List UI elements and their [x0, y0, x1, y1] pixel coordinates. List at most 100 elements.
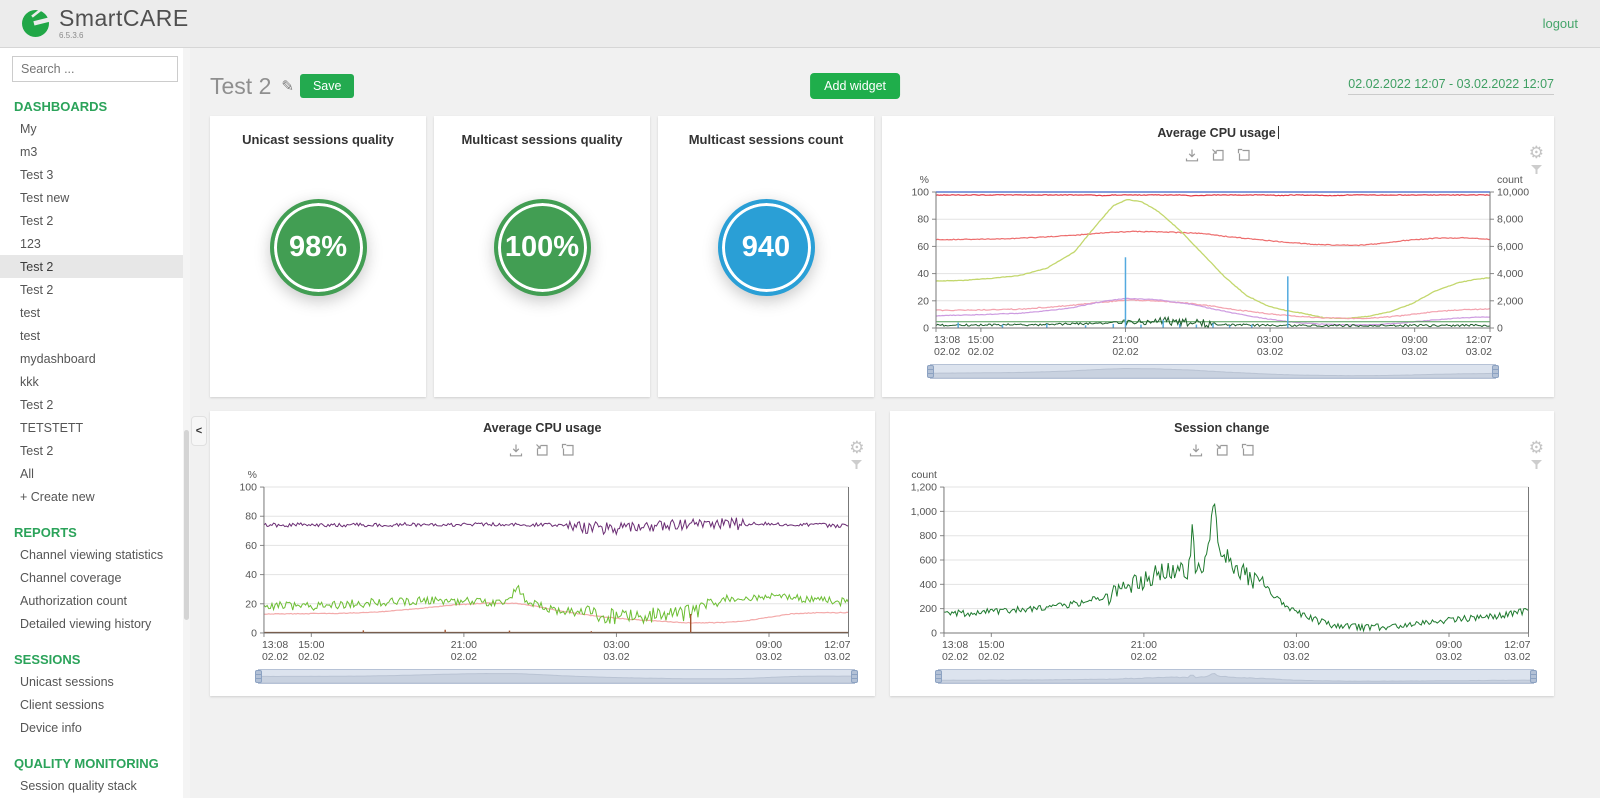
- filter-icon[interactable]: [1530, 165, 1542, 175]
- sidebar-item[interactable]: Session quality stack: [20, 778, 137, 793]
- sidebar-item[interactable]: Test 2: [20, 282, 54, 297]
- zoom-selection-icon[interactable]: [1211, 148, 1225, 164]
- edit-pencil-icon[interactable]: ✎: [281, 78, 294, 95]
- kpi-title: Unicast sessions quality: [242, 132, 394, 147]
- slider-handle-left[interactable]: [927, 365, 934, 378]
- save-button[interactable]: Save: [299, 74, 355, 98]
- sidebar-item[interactable]: Client sessions: [20, 697, 105, 712]
- chart-toolbar: [900, 443, 1545, 459]
- zoom-selection-icon[interactable]: [1215, 443, 1229, 459]
- svg-text:4,000: 4,000: [1497, 268, 1523, 280]
- svg-text:100: 100: [239, 483, 257, 494]
- svg-text:count: count: [911, 470, 937, 481]
- chart-title: Session change: [1174, 421, 1270, 435]
- chart-range-slider[interactable]: [934, 669, 1537, 684]
- kpi-value-circle: 100%: [493, 199, 591, 296]
- sidebar: DASHBOARDS My m3 Test 3 Test new Test 2 123 Tes…: [0, 48, 190, 798]
- svg-text:60: 60: [917, 241, 929, 253]
- sidebar-item[interactable]: TETSTETT: [20, 420, 84, 435]
- chart-range-slider[interactable]: [927, 364, 1499, 379]
- slider-handle-left[interactable]: [934, 670, 942, 683]
- sidebar-scrollbar-track[interactable]: [183, 48, 190, 798]
- zoom-selection-icon[interactable]: [535, 443, 549, 459]
- sidebar-item[interactable]: + Create new: [20, 489, 95, 504]
- kpi-value: 98%: [288, 231, 348, 263]
- sidebar-scrollbar-thumb[interactable]: [184, 430, 189, 620]
- svg-text:8,000: 8,000: [1497, 214, 1523, 226]
- svg-text:03.02: 03.02: [824, 652, 850, 663]
- sidebar-item[interactable]: My: [20, 121, 37, 136]
- logout-link[interactable]: logout: [1542, 16, 1578, 31]
- sidebar-item[interactable]: Test new: [20, 190, 70, 205]
- download-icon[interactable]: [1189, 443, 1203, 459]
- search-input[interactable]: [12, 56, 178, 82]
- zoom-reset-icon[interactable]: [1241, 443, 1255, 459]
- sidebar-item[interactable]: test: [20, 305, 41, 320]
- svg-text:600: 600: [919, 556, 937, 567]
- sidebar-item[interactable]: 123: [20, 236, 41, 251]
- brand-title: SmartCARE: [59, 5, 189, 31]
- slider-handle-right[interactable]: [1530, 670, 1537, 683]
- average-cpu-usage-chart[interactable]: 0 20 40 60 80 100 0 2,000 4,000 6,000 8,000 10,000%…: [892, 172, 1544, 360]
- sidebar-item[interactable]: Test 2: [20, 443, 54, 458]
- kpi-value-circle: 98%: [269, 199, 367, 296]
- sidebar-section-quality-monitoring: QUALITY MONITORING: [14, 756, 159, 771]
- date-range-picker[interactable]: 02.02.2022 12:07 - 03.02.2022 12:07: [1348, 77, 1554, 95]
- chart-toolbar: [892, 148, 1544, 164]
- svg-text:1,000: 1,000: [910, 507, 936, 518]
- sidebar-item[interactable]: test: [20, 328, 41, 343]
- svg-text:0: 0: [1497, 323, 1503, 335]
- sidebar-item[interactable]: Unicast sessions: [20, 674, 114, 689]
- widget-average-cpu-usage: Average CPU usage ⚙: [210, 411, 875, 696]
- sidebar-item[interactable]: Detailed viewing history: [20, 616, 152, 631]
- chart-range-slider[interactable]: [255, 669, 858, 684]
- svg-text:09:00: 09:00: [1402, 334, 1428, 346]
- filter-icon[interactable]: [1530, 460, 1542, 470]
- settings-gear-icon[interactable]: ⚙: [1528, 438, 1544, 457]
- svg-text:0: 0: [931, 628, 937, 639]
- zoom-reset-icon[interactable]: [561, 443, 575, 459]
- slider-handle-right[interactable]: [1492, 365, 1499, 378]
- brand-version: 6.5.3.6: [59, 31, 84, 40]
- download-icon[interactable]: [1185, 148, 1199, 164]
- sidebar-item[interactable]: Authorization count: [20, 593, 128, 608]
- svg-text:12:07: 12:07: [1504, 640, 1530, 651]
- average-cpu-usage-chart[interactable]: 020406080100%13:0802.0215:0002.0221:0002…: [220, 467, 865, 665]
- range-overview: [938, 672, 1533, 683]
- svg-text:800: 800: [919, 531, 937, 542]
- slider-handle-right[interactable]: [850, 670, 858, 683]
- app-header: SmartCARE 6.5.3.6 logout: [0, 0, 1600, 48]
- svg-text:20: 20: [917, 295, 929, 307]
- kpi-value: 100%: [504, 231, 580, 263]
- slider-handle-left[interactable]: [255, 670, 262, 683]
- filter-icon[interactable]: [851, 460, 863, 470]
- svg-text:2,000: 2,000: [1497, 295, 1523, 307]
- sidebar-item[interactable]: Test 2: [0, 255, 190, 278]
- svg-text:13:08: 13:08: [934, 334, 960, 346]
- sidebar-item[interactable]: Test 2: [20, 397, 54, 412]
- settings-gear-icon[interactable]: ⚙: [849, 438, 865, 457]
- svg-text:02.02: 02.02: [262, 652, 288, 663]
- svg-text:15:00: 15:00: [978, 640, 1004, 651]
- download-icon[interactable]: [509, 443, 523, 459]
- title-edit-caret: [1277, 126, 1279, 139]
- collapse-sidebar-icon[interactable]: <: [191, 416, 207, 446]
- svg-text:03:00: 03:00: [1283, 640, 1309, 651]
- add-widget-button[interactable]: Add widget: [810, 73, 901, 99]
- svg-text:02.02: 02.02: [1112, 346, 1138, 358]
- sidebar-item[interactable]: mydashboard: [20, 351, 96, 366]
- settings-gear-icon[interactable]: ⚙: [1528, 143, 1544, 162]
- sidebar-item[interactable]: Channel coverage: [20, 570, 122, 585]
- sidebar-item[interactable]: kkk: [20, 374, 39, 389]
- sidebar-item[interactable]: Device info: [20, 720, 82, 735]
- sidebar-item[interactable]: All: [20, 466, 34, 481]
- svg-text:02.02: 02.02: [941, 652, 967, 663]
- session-change-chart[interactable]: 02004006008001,0001,200count13:0802.0215…: [900, 467, 1545, 665]
- zoom-reset-icon[interactable]: [1237, 148, 1251, 164]
- svg-text:12:07: 12:07: [1466, 334, 1492, 346]
- sidebar-item[interactable]: Test 3: [20, 167, 54, 182]
- sidebar-item[interactable]: Channel viewing statistics: [20, 547, 164, 562]
- widget-multicast-sessions-count: Multicast sessions count 940: [658, 116, 874, 397]
- sidebar-item[interactable]: m3: [20, 144, 38, 159]
- sidebar-item[interactable]: Test 2: [20, 213, 54, 228]
